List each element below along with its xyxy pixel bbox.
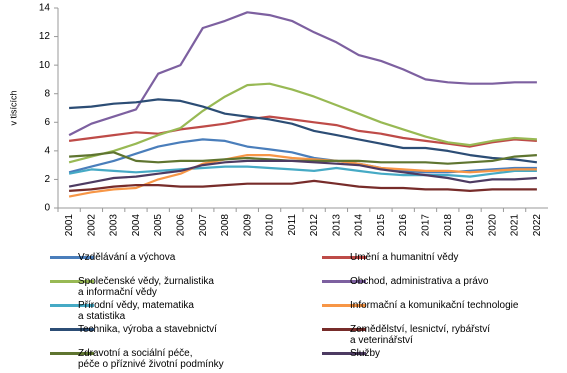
x-tick-label: 2020 xyxy=(487,214,498,237)
y-tick-label: 0 xyxy=(44,203,50,214)
x-tick-label: 2014 xyxy=(354,214,365,237)
x-tick-label: 2015 xyxy=(376,214,387,237)
x-tick-label: 2013 xyxy=(331,214,342,237)
legend: Vzdělávání a výchova Umění a humanitní vě… xyxy=(0,252,567,373)
legend-label: Společenské vědy, žurnalistika a informa… xyxy=(78,276,214,298)
legend-swatch xyxy=(322,304,366,307)
x-tick-label: 2011 xyxy=(287,214,298,236)
legend-swatch xyxy=(50,352,94,355)
legend-label: Zemědělství, lesnictví, rybářství a vete… xyxy=(350,324,491,346)
y-tick-label: 14 xyxy=(39,3,51,14)
x-tick-label: 2006 xyxy=(176,214,187,237)
legend-label: Technika, výroba a stavebnictví xyxy=(78,324,217,335)
y-tick-label: 10 xyxy=(39,60,51,71)
y-tick-label: 12 xyxy=(39,31,51,42)
y-tick-label: 6 xyxy=(44,117,50,128)
legend-label: Vzdělávání a výchova xyxy=(78,252,176,263)
legend-label: Umění a humanitní vědy xyxy=(350,252,459,263)
series-line xyxy=(68,154,537,198)
series-line xyxy=(68,165,537,178)
legend-label: Zdravotní a sociální péče, péče o přízni… xyxy=(78,348,224,370)
y-tick-label: 2 xyxy=(44,174,50,185)
x-tick-label: 2002 xyxy=(86,214,97,237)
x-tick-label: 2001 xyxy=(64,214,75,237)
x-tick-label: 2019 xyxy=(465,214,476,237)
legend-label: Služby xyxy=(350,348,381,359)
x-tick-label: 2003 xyxy=(109,214,120,237)
x-tick-label: 2016 xyxy=(398,214,409,237)
legend-label: Obchod, administrativa a právo xyxy=(350,276,489,287)
x-tick-label: 2012 xyxy=(309,214,320,237)
x-tick-label: 2022 xyxy=(532,214,543,237)
series-line xyxy=(68,159,537,188)
y-tick-label: 8 xyxy=(44,88,50,99)
x-tick-label: 2017 xyxy=(421,214,432,237)
x-tick-label: 2021 xyxy=(510,214,521,237)
legend-swatch xyxy=(50,280,94,283)
legend-swatch xyxy=(50,328,94,331)
x-tick-label: 2010 xyxy=(265,214,276,237)
chart: v tisících 0 2 4 6 8 10 12 14 2001 2002 2003 2004 200… xyxy=(8,3,548,237)
x-tick-label: 2008 xyxy=(220,214,231,237)
x-tick-label: 2007 xyxy=(198,214,209,237)
series-line xyxy=(68,115,537,148)
legend-swatch xyxy=(50,304,94,307)
series-line xyxy=(69,98,538,164)
y-axis-label: v tisících xyxy=(8,90,18,125)
x-tick-label: 2005 xyxy=(153,214,164,237)
series-line xyxy=(69,179,537,192)
legend-swatch xyxy=(322,280,366,283)
y-tick-label: 4 xyxy=(44,145,50,156)
x-tick-label: 2009 xyxy=(242,214,253,237)
legend-swatch xyxy=(322,328,366,331)
legend-swatch xyxy=(322,256,366,259)
legend-label: Informační a komunikační technologie xyxy=(350,300,519,311)
x-tick-label: 2018 xyxy=(443,214,454,237)
x-tick-label: 2004 xyxy=(131,214,142,237)
series-line xyxy=(68,11,537,137)
legend-swatch xyxy=(50,256,94,259)
series-line xyxy=(68,82,537,164)
legend-swatch xyxy=(322,352,366,355)
legend-label: Přírodní vědy, matematika a statistika xyxy=(78,300,194,322)
